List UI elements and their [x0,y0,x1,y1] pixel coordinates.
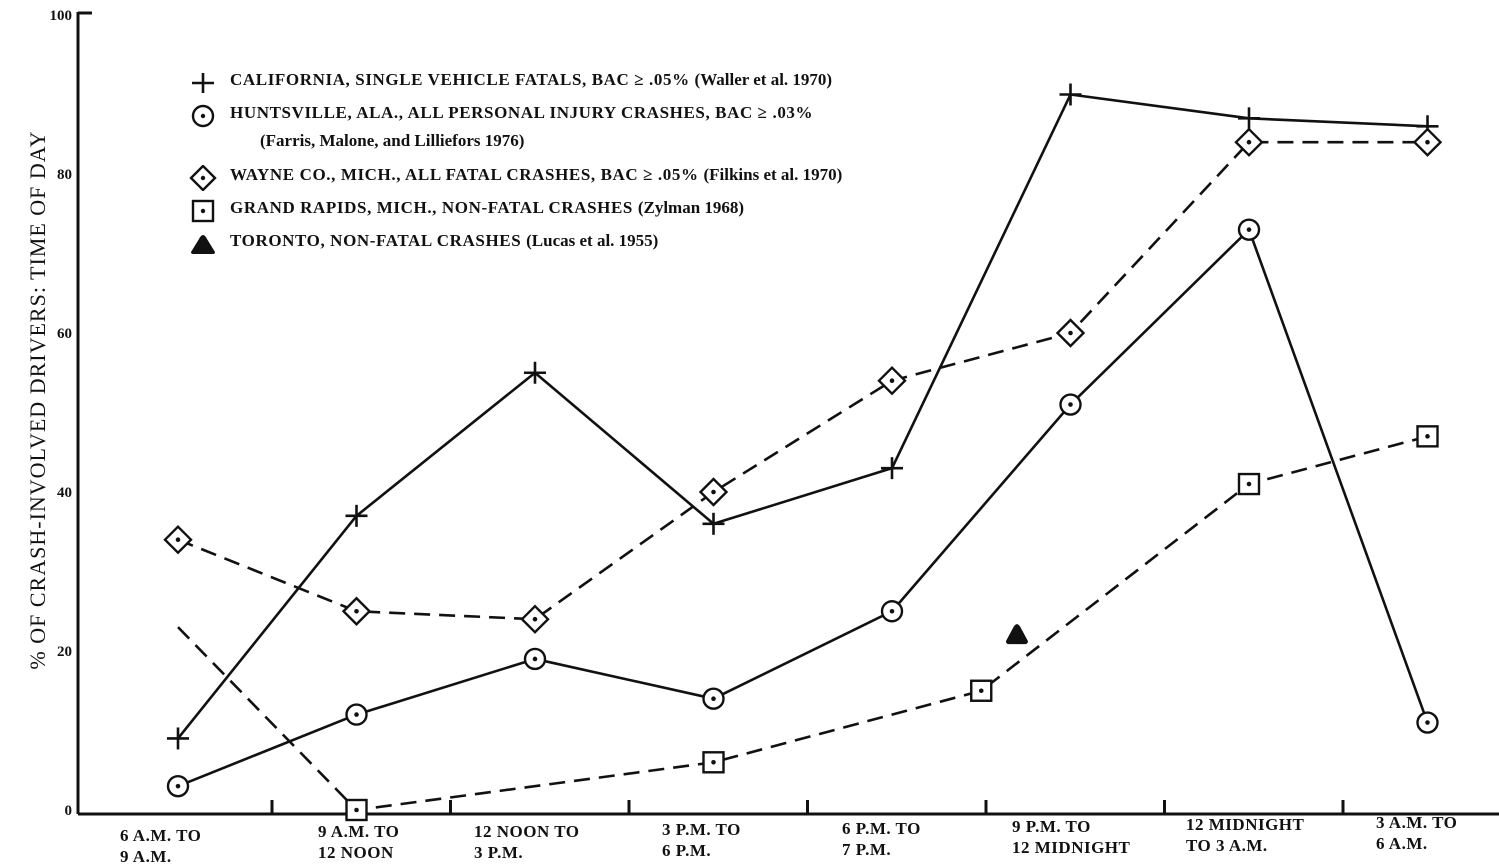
circle-marker-icon [191,104,215,128]
circle-marker-huntsville [1237,218,1261,241]
legend-label-huntsville: HUNTSVILLE, ALA., ALL PERSONAL INJURY CR… [230,103,814,122]
series-line-huntsville [177,228,1429,788]
square-marker-grand-rapids [1416,425,1439,448]
plus-marker-california [702,512,725,535]
legend-label-wayne: WAYNE CO., MICH., ALL FATAL CRASHES, BAC… [230,165,843,184]
diamond-marker-wayne-co- [877,366,907,396]
x-category-label: 6 A.M. TO 9 A.M. [120,826,202,866]
diamond-dot [354,608,359,614]
triangle-marker-toronto [1005,624,1028,645]
circle-marker-huntsville [1416,711,1439,734]
series-lines [176,93,1429,812]
square-dot [711,760,716,765]
plus-marker-california [524,361,546,384]
y-tick-label: 20 [57,644,72,660]
diamond-dot [711,489,716,495]
circle-marker-huntsville [345,703,368,726]
x-category-label: 6 P.M. TO 7 P.M. [842,819,921,859]
plus-marker-california [345,504,368,527]
diamond-marker-wayne-co- [163,525,193,555]
square-dot [1425,434,1430,439]
plus-marker-california [1238,107,1260,130]
series-line-wayne-co- [177,140,1428,621]
circle-dot [889,608,895,614]
y-tick-label: 80 [57,167,72,183]
circle-dot [354,712,359,717]
y-tick-label: 60 [57,326,72,342]
circle-dot [175,783,181,789]
diamond-dot [1246,139,1252,145]
diamond-marker-wayne-co- [1234,127,1264,157]
diamond-dot [1425,139,1430,145]
triangle-marker-icon [191,235,215,254]
series-line-grand-rapids [177,435,1428,812]
circle-dot [1425,720,1430,725]
x-category-label: 9 P.M. TO 12 MIDNIGHT [1012,817,1131,857]
square-marker-grand-rapids [970,679,993,702]
y-tick-label: 40 [57,485,72,501]
square-dot [1246,481,1252,487]
circle-dot [532,656,538,662]
legend-label-grand-rapids: GRAND RAPIDS, MICH., NON-FATAL CRASHES (… [230,198,745,217]
square-marker-grand-rapids [1237,472,1261,496]
circle-marker-huntsville [166,774,190,798]
x-category-label: 3 P.M. TO 6 P.M. [662,820,741,860]
diamond-marker-wayne-co- [341,596,372,626]
circle-marker-huntsville [523,647,547,671]
square-dot [354,807,359,813]
circle-dot [1068,402,1073,407]
plus-marker-california [1059,83,1082,106]
y-axis-label: % OF CRASH-INVOLVED DRIVERS: TIME OF DAY [25,130,50,670]
circle-marker-huntsville [702,687,725,710]
y-tick-label: 100 [50,8,73,24]
triangle-fill [1005,624,1028,645]
square-marker-icon [191,199,215,223]
legend-label-toronto: TORONTO, NON-FATAL CRASHES (Lucas et al.… [230,231,659,250]
square-dot [978,688,984,694]
diamond-marker-icon [189,165,217,191]
diamond-marker-wayne-co- [520,604,550,634]
square-marker-grand-rapids [345,798,368,822]
axes: 0 20 40 60 80 100 [50,8,1499,819]
circle-marker-huntsville [1059,393,1082,416]
series-markers [163,83,1443,822]
diamond-dot [1068,330,1073,336]
x-category-label: 12 NOON TO 3 P.M. [474,822,580,862]
diamond-dot [175,537,181,542]
diamond-marker-wayne-co- [1055,318,1086,348]
legend-citation-huntsville: (Farris, Malone, and Lilliefors 1976) [260,131,525,150]
x-category-label: 9 A.M. TO 12 NOON [318,822,400,862]
diamond-dot [532,616,538,622]
plus-marker-california [167,727,189,750]
diamond-marker-wayne-co- [1412,127,1443,157]
circle-dot [1246,227,1252,232]
x-category-label: 3 A.M. TO 6 A.M. [1376,813,1458,853]
legend-label-california: CALIFORNIA, SINGLE VEHICLE FATALS, BAC ≥… [230,70,833,89]
diamond-marker-wayne-co- [698,477,729,507]
x-category-label: 12 MIDNIGHT TO 3 A.M. [1186,815,1305,855]
circle-marker-huntsville [880,600,904,623]
diamond-dot [889,378,895,384]
square-marker-grand-rapids [702,751,725,774]
circle-dot [711,696,716,701]
plus-marker-california [881,457,903,480]
series-line-california [176,93,1428,740]
plus-marker-icon [192,73,214,93]
y-tick-label: 0 [65,803,73,819]
